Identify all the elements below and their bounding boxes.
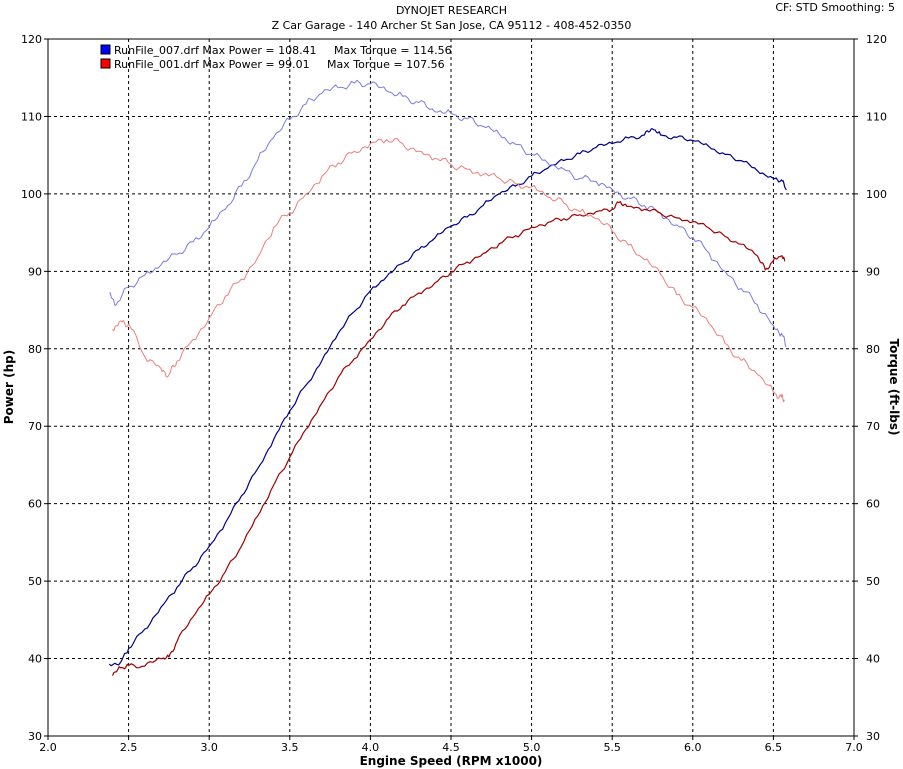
y-tick-label: 90 (28, 265, 42, 278)
legend: RunFile_007.drf Max Power = 108.41 Max T… (100, 44, 452, 71)
y2-axis-title: Torque (ft-lbs) (887, 339, 901, 436)
legend-swatch (100, 58, 111, 69)
x-tick-label: 2.0 (39, 741, 57, 754)
chart-subtitle: Z Car Garage - 140 Archer St San Jose, C… (271, 19, 632, 32)
x-tick-label: 5.0 (523, 741, 541, 754)
series-line-4 (112, 138, 786, 403)
x-tick-label: 3.5 (281, 741, 299, 754)
series-line-3 (111, 201, 786, 676)
y-tick-label: 50 (28, 575, 42, 588)
y-tick-label: 110 (21, 110, 42, 123)
series-line-1 (108, 128, 787, 667)
y2-tick-label: 80 (866, 343, 880, 356)
y2-tick-label: 120 (866, 33, 887, 46)
y-tick-label: 80 (28, 343, 42, 356)
x-tick-label: 5.5 (603, 741, 621, 754)
y2-tick-label: 50 (866, 575, 880, 588)
x-tick-label: 7.0 (845, 741, 863, 754)
x-tick-label: 4.5 (442, 741, 460, 754)
y-tick-label: 100 (21, 188, 42, 201)
y2-tick-label: 60 (866, 498, 880, 511)
x-tick-label: 6.5 (765, 741, 783, 754)
y-tick-label: 70 (28, 420, 42, 433)
y2-tick-label: 30 (866, 730, 880, 743)
y2-tick-label: 100 (866, 188, 887, 201)
correction-info: CF: STD Smoothing: 5 (775, 1, 895, 14)
x-tick-label: 6.0 (684, 741, 702, 754)
y-axis-title: Power (hp) (2, 350, 16, 424)
series-lines (108, 79, 787, 676)
y2-tick-label: 110 (866, 110, 887, 123)
x-tick-label: 3.0 (200, 741, 218, 754)
x-axis-title: Engine Speed (RPM x1000) (360, 754, 543, 768)
legend-swatch (100, 44, 111, 55)
legend-entry: RunFile_001.drf Max Power = 99.01 Max To… (114, 58, 445, 71)
x-tick-label: 2.5 (120, 741, 138, 754)
y-tick-label: 40 (28, 653, 42, 666)
grid (44, 38, 858, 740)
y2-tick-label: 40 (866, 653, 880, 666)
cf-label: CF: STD (775, 1, 818, 14)
series-line-2 (109, 79, 787, 347)
y2-tick-label: 70 (866, 420, 880, 433)
legend-entry: RunFile_007.drf Max Power = 108.41 Max T… (114, 44, 452, 57)
chart-title: DYNOJET RESEARCH (396, 4, 507, 17)
x-tick-label: 4.0 (362, 741, 380, 754)
y-tick-label: 30 (28, 730, 42, 743)
y2-tick-label: 90 (866, 265, 880, 278)
y-tick-label: 120 (21, 33, 42, 46)
smoothing-label: Smoothing: 5 (821, 1, 895, 14)
y-tick-label: 60 (28, 498, 42, 511)
